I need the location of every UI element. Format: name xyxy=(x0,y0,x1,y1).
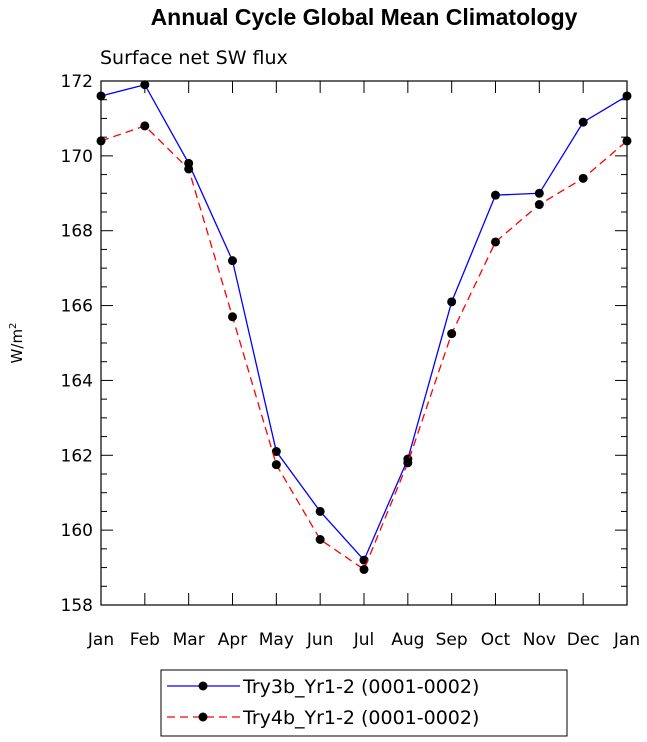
data-point xyxy=(447,329,457,339)
data-point xyxy=(534,188,544,198)
series-line-1 xyxy=(100,83,628,562)
x-tick-label: May xyxy=(259,630,294,650)
y-tick-label: 170 xyxy=(61,147,93,167)
x-tick-label: Jan xyxy=(87,630,114,650)
x-tick-label: Oct xyxy=(481,630,511,650)
legend-marker-2 xyxy=(198,712,208,722)
data-point xyxy=(228,256,237,266)
legend: Try3b_Yr1-2 (0001-0002) Try4b_Yr1-2 (0001… xyxy=(160,669,568,737)
y-tick-label: 158 xyxy=(61,596,93,616)
x-tick-label: Mar xyxy=(173,630,205,650)
data-point xyxy=(403,458,413,468)
data-point xyxy=(271,447,281,457)
data-point xyxy=(184,164,194,174)
legend-marker-1 xyxy=(198,681,208,691)
y-axis-label: W/m2 xyxy=(8,323,26,364)
data-point xyxy=(578,117,588,127)
data-point xyxy=(622,91,632,101)
y-tick-label: 162 xyxy=(61,446,93,466)
y-tick-label: 172 xyxy=(61,72,93,92)
chart-subtitle: Surface net SW flux xyxy=(100,47,288,69)
series-line-2 xyxy=(100,125,628,571)
x-tick-label: Feb xyxy=(130,630,160,650)
data-point xyxy=(359,564,369,574)
data-point xyxy=(578,173,588,183)
data-point xyxy=(447,297,457,307)
x-tick-label: Dec xyxy=(567,630,600,650)
chart-title: Annual Cycle Global Mean Climatology xyxy=(151,4,578,30)
y-tick-label: 160 xyxy=(61,521,93,541)
x-tick-label: Jul xyxy=(353,630,375,650)
y-tick-label: 168 xyxy=(61,222,93,242)
x-tick-label: Jun xyxy=(306,630,334,650)
data-point xyxy=(491,237,500,247)
x-tick-label: Aug xyxy=(391,630,424,650)
data-point xyxy=(96,91,106,101)
x-tick-label: Sep xyxy=(436,630,468,650)
y-tick-label: 164 xyxy=(61,371,93,391)
data-point xyxy=(140,121,150,131)
data-point xyxy=(315,506,325,516)
legend-label-1: Try3b_Yr1-2 (0001-0002) xyxy=(242,676,479,698)
data-point xyxy=(228,312,237,322)
data-point xyxy=(140,80,150,90)
x-tick-label: Nov xyxy=(523,630,556,650)
data-point xyxy=(315,535,325,544)
data-point xyxy=(491,190,500,200)
legend-box xyxy=(160,669,568,737)
data-point xyxy=(534,200,544,210)
legend-label-2: Try4b_Yr1-2 (0001-0002) xyxy=(242,707,479,729)
y-tick-label: 166 xyxy=(61,297,93,317)
data-point xyxy=(271,460,281,470)
data-point xyxy=(622,136,632,146)
data-point xyxy=(96,136,106,146)
x-tick-label: Jan xyxy=(613,630,640,650)
x-tick-label: Apr xyxy=(218,630,247,650)
